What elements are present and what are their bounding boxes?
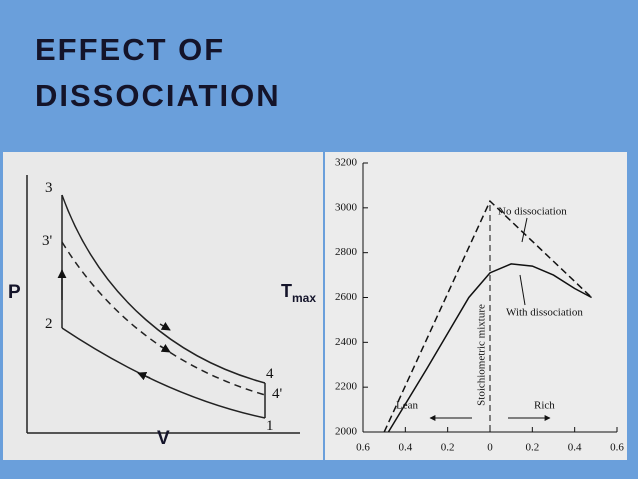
series-line (383, 199, 593, 433)
y-tick-label: 2400 (335, 336, 358, 348)
point-label: 3' (42, 233, 53, 249)
title-line: EFFECT OF (35, 32, 225, 67)
pv-panel (3, 152, 323, 460)
series-line (387, 263, 592, 433)
chart-panel (325, 152, 627, 460)
annotation: Rich (534, 400, 555, 412)
y-tick-label: 2800 (335, 246, 358, 258)
y-tick-label: 2600 (335, 291, 358, 303)
chart-decor (429, 205, 551, 432)
point-label: 2 (45, 316, 53, 332)
annotation: With dissociation (506, 307, 583, 319)
x-tick-label: 0 (487, 442, 493, 454)
point-label: 3 (45, 180, 53, 196)
y-tick-label: 2200 (335, 381, 358, 393)
x-tick-label: 0.6 (610, 442, 624, 454)
title-line: DISSOCIATION (35, 78, 281, 113)
y-tick-label: 3200 (335, 157, 358, 169)
x-tick-label: 0.2 (441, 442, 455, 454)
x-tick-label: 0.4 (568, 442, 582, 454)
pv-diagram (26, 175, 300, 434)
y-label-sub: max (292, 291, 316, 305)
point-label: 4' (272, 386, 283, 402)
annotation: Lean (396, 400, 418, 412)
y-tick-label: 3000 (335, 201, 358, 213)
point-label: 4 (266, 366, 274, 382)
annotation: No dissociation (498, 206, 567, 218)
y-label-main: T (281, 281, 292, 301)
point-label: 1 (266, 418, 274, 434)
y-tick-label: 2000 (335, 426, 358, 438)
x-tick-label: 0.4 (398, 442, 412, 454)
x-tick-label: 0.6 (356, 442, 370, 454)
annotation: Stoichiometric mixture (476, 304, 488, 406)
x-tick-label: 0.2 (525, 442, 539, 454)
x-axis-label: V (157, 428, 170, 449)
chart-y-label: Tmax (281, 281, 316, 305)
y-axis-label: P (8, 282, 21, 303)
